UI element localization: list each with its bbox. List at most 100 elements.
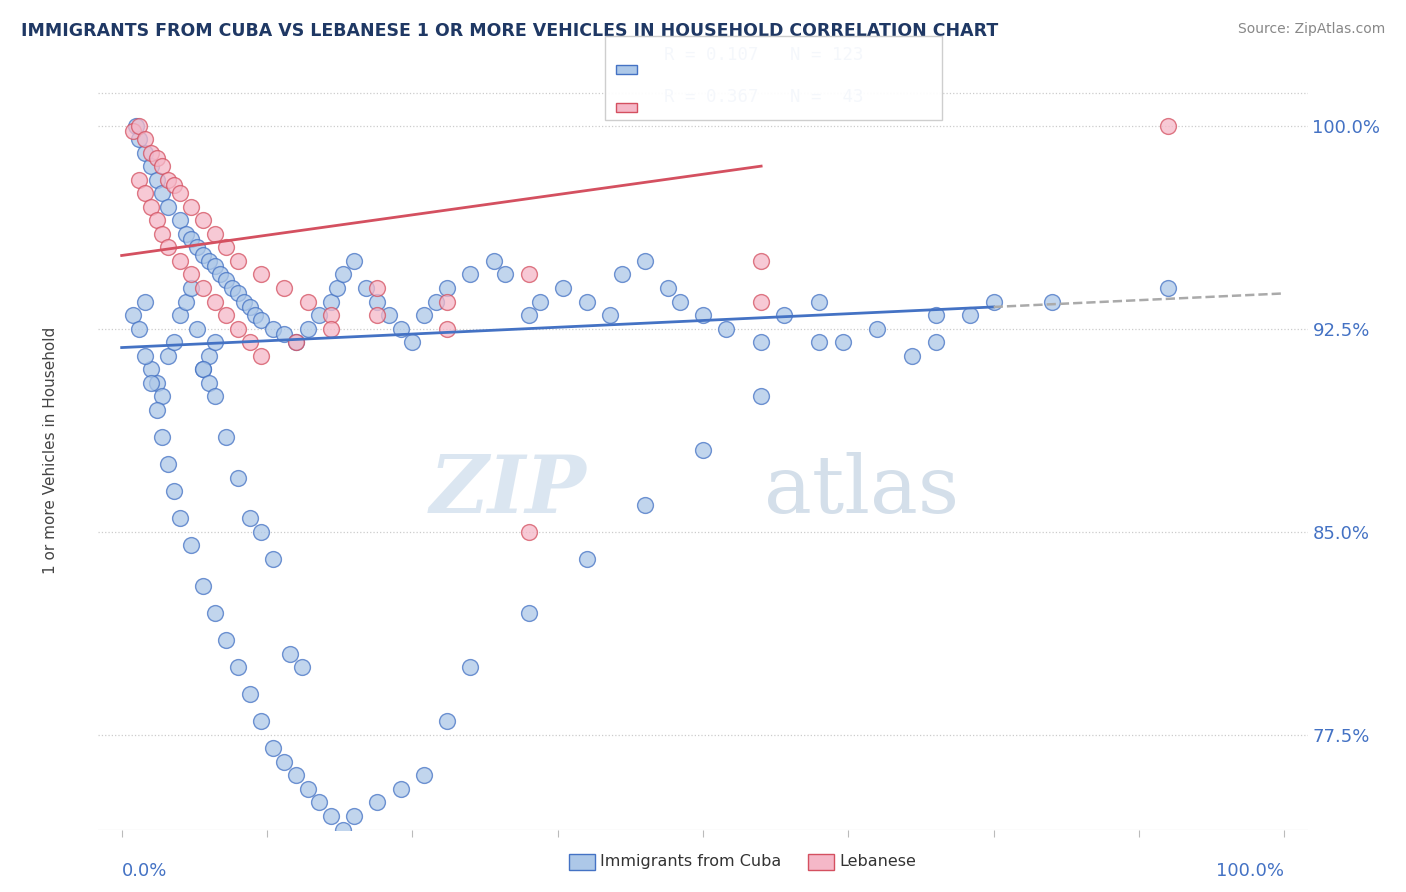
Point (128, 119, 150, 133)
Point (401, 335, 423, 350)
Text: Source: ZipAtlas.com: Source: ZipAtlas.com (1237, 22, 1385, 37)
Point (668, 294, 690, 309)
Point (983, 294, 1005, 309)
Point (198, 253, 221, 268)
Point (460, 660, 482, 674)
Point (198, 349, 221, 363)
Point (134, 145, 156, 160)
Point (273, 281, 295, 295)
Point (209, 268, 232, 282)
Text: Immigrants from Cuba: Immigrants from Cuba (600, 855, 782, 869)
Point (191, 281, 214, 295)
Point (139, 145, 162, 160)
Point (413, 308, 436, 322)
Point (389, 321, 412, 335)
Point (366, 796, 388, 810)
Point (134, 349, 156, 363)
Point (749, 389, 772, 403)
Point (226, 470, 249, 484)
Point (389, 781, 412, 796)
Point (692, 443, 714, 458)
Point (128, 321, 150, 335)
Point (278, 647, 301, 661)
Point (749, 294, 772, 309)
Point (122, 308, 145, 322)
Point (749, 335, 772, 350)
Point (169, 253, 191, 268)
Point (215, 308, 238, 322)
Point (226, 253, 249, 268)
Point (134, 132, 156, 146)
Point (262, 551, 284, 566)
Point (436, 294, 458, 309)
Point (204, 335, 226, 350)
Point (239, 300, 262, 314)
Point (599, 308, 621, 322)
Point (180, 200, 202, 214)
Point (343, 809, 366, 823)
Text: R = 0.367   N =  43: R = 0.367 N = 43 (664, 87, 863, 105)
Point (221, 281, 243, 295)
Point (150, 430, 173, 444)
Point (174, 294, 197, 309)
Point (657, 281, 679, 295)
Point (610, 268, 633, 282)
Point (250, 714, 273, 729)
Point (150, 159, 173, 173)
Point (319, 294, 342, 309)
Point (634, 253, 657, 268)
Point (366, 308, 388, 322)
Point (204, 389, 226, 403)
Point (959, 308, 981, 322)
Point (285, 335, 308, 350)
Point (157, 349, 180, 363)
Point (134, 294, 156, 309)
Point (517, 268, 540, 282)
Point (204, 606, 226, 620)
Text: Lebanese: Lebanese (839, 855, 917, 869)
Point (482, 253, 505, 268)
Point (297, 781, 319, 796)
Point (1157, 119, 1180, 133)
Point (139, 159, 162, 173)
Point (204, 227, 226, 241)
Point (124, 119, 146, 133)
Point (297, 294, 319, 309)
Point (191, 362, 214, 376)
Point (215, 632, 238, 647)
Point (150, 186, 173, 201)
Point (332, 822, 354, 837)
Text: 0.0%: 0.0% (122, 862, 167, 880)
Point (157, 200, 180, 214)
Point (250, 349, 273, 363)
Point (204, 260, 226, 274)
Point (494, 268, 516, 282)
Point (250, 524, 273, 539)
Point (436, 321, 458, 335)
Point (215, 273, 238, 287)
Point (460, 268, 482, 282)
Point (122, 124, 145, 138)
Point (285, 335, 308, 350)
Point (139, 200, 162, 214)
Point (262, 321, 284, 335)
Point (163, 335, 186, 350)
Point (239, 335, 262, 350)
Point (226, 286, 249, 301)
Point (239, 511, 262, 525)
Point (517, 308, 540, 322)
Point (180, 232, 202, 246)
Point (319, 308, 342, 322)
Point (186, 321, 208, 335)
Text: 100.0%: 100.0% (1216, 862, 1284, 880)
Point (145, 376, 167, 390)
Point (332, 268, 354, 282)
Point (145, 172, 167, 186)
Point (150, 227, 173, 241)
Point (226, 660, 249, 674)
Point (145, 213, 167, 227)
Point (204, 294, 226, 309)
Point (808, 294, 831, 309)
Point (250, 268, 273, 282)
Point (354, 281, 377, 295)
